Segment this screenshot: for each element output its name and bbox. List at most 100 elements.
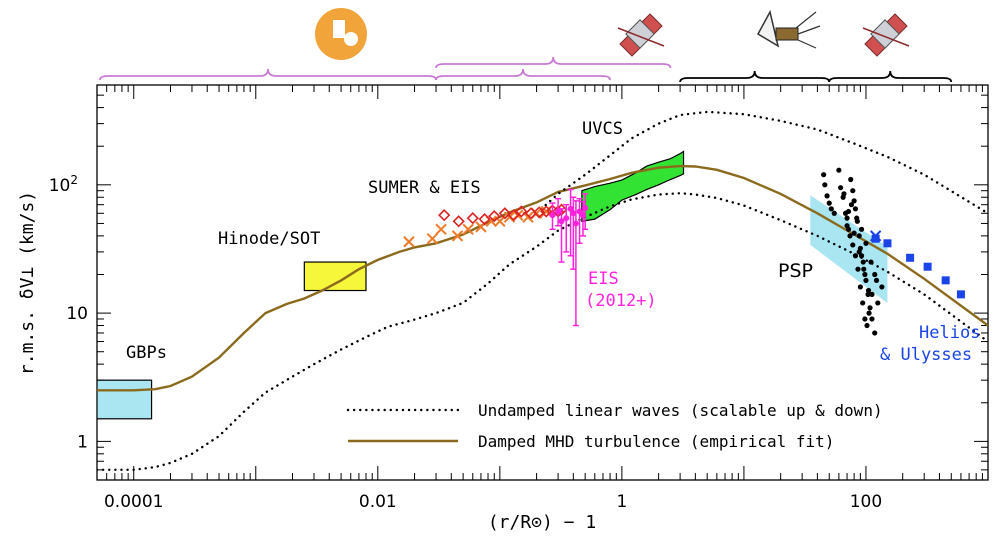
psp-point [865,287,872,294]
legend-label-undamped: Undamped linear waves (scalable up & dow… [478,401,883,420]
psp-point [852,206,859,212]
bus-shape [870,19,900,49]
undamped-wave-curve-1 [97,191,988,471]
x-tick-label: 0.01 [359,492,397,512]
psp-point [875,300,881,306]
psp-point [845,208,852,215]
sumer-diamond-point [507,209,520,222]
sumer-diamond-point [540,205,553,218]
psp-point [855,266,861,272]
sumer-diamond-point [452,215,465,228]
regions [97,150,888,420]
instrument-bracket [828,70,953,83]
psp-point [872,271,878,278]
antenna-shape [795,11,817,29]
psp-point [844,223,850,229]
psp-point [863,277,869,283]
psp-point [844,215,850,221]
axis-ticks: 0.0001 0.01 1 100 1 10 102 [49,84,989,512]
psp-point [826,200,832,206]
damped-turbulence-fit [97,164,988,392]
psp-point [865,291,871,297]
psp-point [851,230,857,236]
sumer-cross-point [403,236,415,248]
psp-point [868,259,874,265]
psp-point [854,215,860,221]
label-hinode: Hinode/SOT [218,229,320,249]
psp-point [866,310,872,316]
soho-spacecraft-icon [617,13,665,57]
label-uvcs: UVCS [582,119,623,139]
eis2012-point [572,220,579,227]
helios-point [956,290,965,299]
psp-point [847,233,853,239]
telescope-shape [333,20,345,38]
boom-shape [617,27,665,47]
sumer-cross-point [462,223,474,236]
sumer-diamond-point [438,209,451,222]
instrument-bracket [435,56,672,69]
y-tick-label: 10 [66,304,88,324]
label-eis2012-year: (2012+) [585,291,657,311]
eis2012-point [570,210,577,217]
psp-point [836,167,842,173]
psp-point [851,198,857,204]
psp-point [862,316,868,322]
antenna-shape [797,25,821,35]
instrument-bracket [679,70,831,83]
probe-body-shape [775,27,799,41]
psp-point [861,266,867,272]
y-axis-label: r.m.s. δV⊥ (km/s) [17,191,38,375]
curves [97,110,988,471]
psp-point [860,300,866,306]
x-tick-label: 0.0001 [104,492,163,512]
plot-frame [96,84,989,481]
sumer-diamond-point [498,207,512,220]
sumer-cross-point [503,211,516,223]
psp-point [856,233,862,239]
region-labels: GBPs Hinode/SOT SUMER & EIS UVCS EIS (20… [126,119,980,365]
x-tick-label: 100 [850,492,882,512]
psp-point [831,210,837,216]
heat-shield-shape [756,9,780,48]
psp-point [862,271,868,278]
label-sumer: SUMER & EIS [368,178,481,198]
label-ulysses: & Ulysses [880,345,972,365]
x-axis-label: (r/R⊙) − 1 [488,512,596,533]
sumer-cross-point [451,230,464,242]
eis2012-point [582,204,589,211]
psp-point [848,176,854,183]
label-gbp: GBPs [126,343,167,363]
psp-point [838,185,844,191]
psp-point [824,193,830,199]
uvcs-band [581,150,685,222]
plot-area [97,110,988,471]
sumer-diamond-point [488,210,501,223]
undamped-wave-curve-2 [535,110,988,215]
psp-point [863,240,869,246]
psp-point [856,249,862,255]
helios-point [906,253,915,262]
eis2012-point [563,215,570,222]
helios-point [923,262,932,271]
y-tick-label: 1 [77,432,88,452]
psp-point [864,322,870,329]
sumer-cross-point [426,233,439,245]
legend: Undamped linear waves (scalable up & dow… [346,401,883,451]
aperture-shape [344,32,358,46]
psp-point [867,305,873,311]
helios-point [941,276,950,285]
psp-point [850,242,856,248]
x-tick-label: 1 [616,492,627,512]
eis2012-point [567,205,574,212]
psp-point [873,277,880,283]
helios-point [883,239,892,248]
psp-point [821,172,827,178]
psp-point [872,330,878,336]
label-eis2012: EIS [588,269,619,289]
psp-point [841,191,847,197]
points [403,167,965,336]
sumer-diamond-point [515,205,528,218]
spacecraft-header [99,8,953,83]
